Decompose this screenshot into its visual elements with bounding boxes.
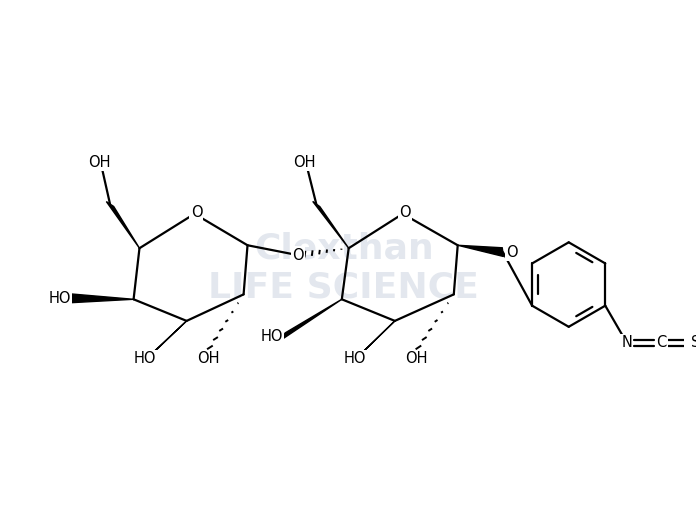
- Text: HO: HO: [260, 329, 283, 344]
- Text: C: C: [656, 335, 666, 350]
- Text: N: N: [622, 335, 633, 350]
- Polygon shape: [146, 321, 187, 359]
- Text: HO: HO: [48, 291, 71, 306]
- Text: O: O: [506, 244, 517, 259]
- Text: S: S: [691, 335, 696, 350]
- Text: OH: OH: [88, 155, 111, 170]
- Polygon shape: [106, 202, 139, 248]
- Text: Clexthan
LIFE SCIENCE: Clexthan LIFE SCIENCE: [208, 231, 480, 305]
- Text: O: O: [191, 205, 203, 220]
- Text: O: O: [399, 205, 411, 220]
- Polygon shape: [356, 321, 395, 359]
- Text: HO: HO: [134, 350, 157, 366]
- Polygon shape: [458, 245, 504, 256]
- Text: OH: OH: [293, 155, 316, 170]
- Text: HO: HO: [343, 350, 366, 366]
- Polygon shape: [71, 294, 134, 303]
- Text: O: O: [292, 248, 303, 263]
- Text: OH: OH: [197, 350, 219, 366]
- Polygon shape: [313, 201, 349, 248]
- Polygon shape: [280, 300, 342, 341]
- Text: OH: OH: [405, 350, 428, 366]
